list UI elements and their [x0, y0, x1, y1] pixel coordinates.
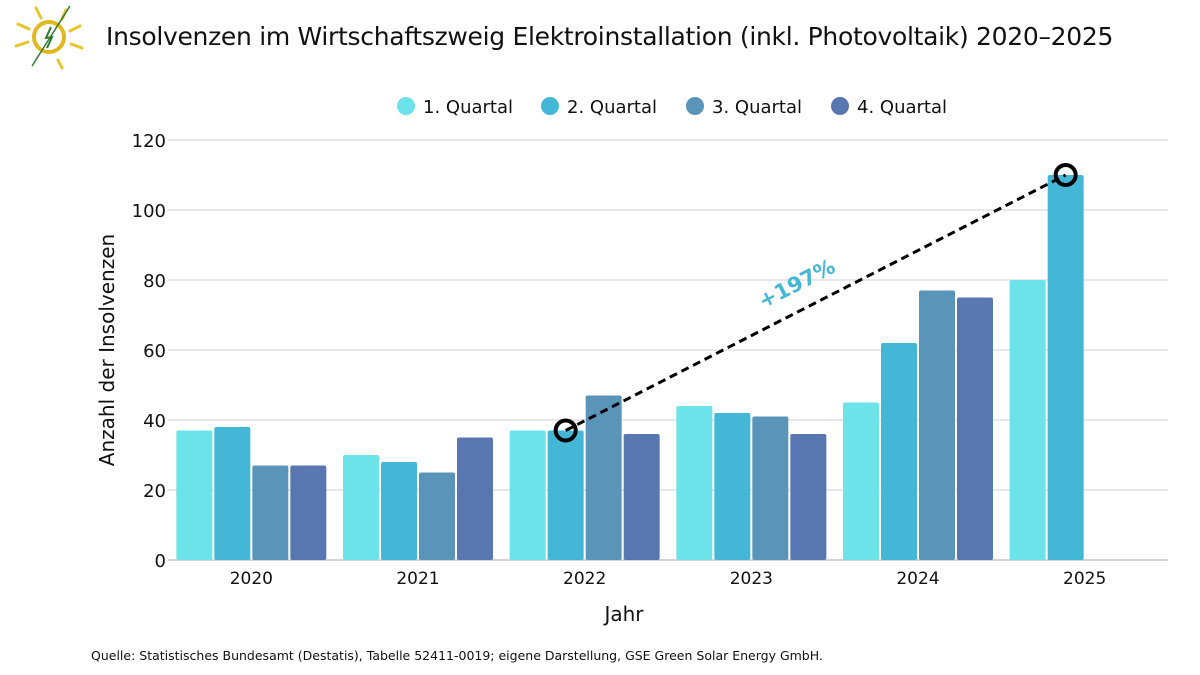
x-tick-label: 2022 [563, 569, 606, 589]
bar-2021-q4 [457, 437, 493, 560]
bar-2024-q3 [919, 290, 955, 560]
bar-2020-q3 [252, 465, 289, 560]
source-note: Quelle: Statistisches Bundesamt (Destati… [91, 648, 823, 663]
legend-label: 2. Quartal [567, 97, 657, 118]
chart-title: Insolvenzen im Wirtschaftszweig Elektroi… [106, 22, 1114, 51]
trend-dashed-line [564, 173, 1067, 432]
y-tick-label: 100 [132, 201, 166, 222]
bar-2020-q4 [290, 465, 327, 560]
start-marker [553, 418, 578, 443]
legend-label: 1. Quartal [423, 97, 513, 118]
legend-swatch [831, 97, 849, 115]
legend-swatch [541, 97, 559, 115]
x-tick-label: 2021 [396, 569, 439, 589]
bar-2024-q1 [843, 402, 879, 560]
y-tick-label: 80 [143, 271, 166, 292]
bar-2024-q4 [957, 297, 993, 560]
bar-2020-q2 [214, 427, 251, 560]
y-tick-label: 20 [143, 481, 166, 502]
y-tick-label: 0 [155, 551, 166, 572]
x-axis-label: Jahr [602, 602, 644, 626]
y-tick-label: 60 [143, 341, 166, 362]
end-marker [1053, 163, 1078, 187]
bar-2025-q2 [1047, 175, 1084, 560]
growth-annotation-label: +197% [755, 254, 839, 313]
y-tick-label: 40 [143, 411, 166, 432]
bar-2022-q1 [509, 430, 546, 560]
x-tick-label: 2023 [730, 569, 773, 589]
legend-swatch [686, 97, 704, 115]
bar-2025-q1 [1009, 280, 1046, 560]
x-tick-label: 2020 [230, 569, 273, 589]
y-tick-label: 120 [132, 131, 166, 152]
legend-label: 3. Quartal [712, 97, 802, 118]
bar-2022-q2 [547, 430, 584, 560]
bar-2022-q3 [585, 395, 622, 560]
legend-label: 4. Quartal [857, 97, 947, 118]
bar-2022-q4 [623, 434, 660, 560]
bar-2021-q2 [381, 462, 417, 560]
bar-2023-q4 [790, 434, 827, 560]
sun-logo-icon [10, 2, 90, 76]
y-axis-label: Anzahl der Insolvenzen [95, 234, 119, 466]
bar-2021-q1 [343, 455, 379, 560]
bar-2023-q1 [676, 406, 713, 560]
x-tick-label: 2024 [896, 569, 939, 589]
x-tick-label: 2025 [1063, 569, 1106, 589]
bar-2020-q1 [176, 430, 213, 560]
bar-2024-q2 [881, 343, 917, 560]
bar-2023-q2 [714, 413, 751, 560]
bar-2023-q3 [752, 416, 789, 560]
legend-swatch [397, 97, 415, 115]
bar-2021-q3 [419, 472, 455, 560]
